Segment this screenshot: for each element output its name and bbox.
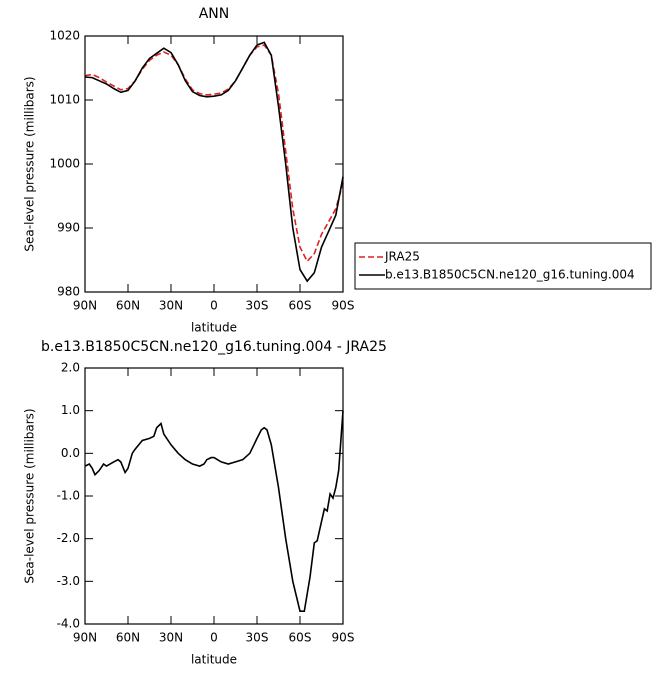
y-axis-label: Sea-level pressure (millibars) [23,408,37,583]
data-line [84,41,344,283]
x-tick-label: 90S [332,631,355,645]
y-tick-label: 1010 [49,93,80,107]
data-line [84,410,344,613]
x-tick-label: 30S [246,299,269,313]
y-tick-label: 0.0 [61,446,80,460]
legend-label: JRA25 [384,250,420,264]
y-tick-label: -2.0 [57,531,80,545]
x-tick-label: 90N [73,299,97,313]
plot-frame [84,367,344,625]
x-tick-label: 30N [159,631,183,645]
chart-title: ANN [199,6,230,22]
y-tick-label: 980 [57,285,80,299]
x-tick-label: 60S [289,631,312,645]
data-line [84,44,344,263]
y-tick-label: 990 [57,221,80,235]
plot-frame [84,35,344,293]
y-tick-label: 2.0 [61,361,80,375]
y-tick-label: -1.0 [57,489,80,503]
y-tick-label: 1.0 [61,403,80,417]
x-tick-label: 60N [116,299,140,313]
x-axis-label: latitude [191,653,237,667]
legend-label: b.e13.B1850C5CN.ne120_g16.tuning.004 [385,268,635,282]
y-axis-label: Sea-level pressure (millibars) [23,76,37,251]
x-tick-label: 30N [159,299,183,313]
x-tick-label: 0 [210,631,218,645]
x-axis-label: latitude [191,321,237,335]
chart-title: b.e13.B1850C5CN.ne120_g16.tuning.004 - J… [41,339,387,355]
y-tick-label: 1000 [49,157,80,171]
x-tick-label: 60N [116,631,140,645]
y-tick-label: 1020 [49,29,80,43]
x-tick-label: 0 [210,299,218,313]
x-tick-label: 90N [73,631,97,645]
x-tick-label: 30S [246,631,269,645]
x-tick-label: 90S [332,299,355,313]
x-tick-label: 60S [289,299,312,313]
y-tick-label: -4.0 [57,617,80,631]
legend-box [354,242,652,290]
y-tick-label: -3.0 [57,574,80,588]
